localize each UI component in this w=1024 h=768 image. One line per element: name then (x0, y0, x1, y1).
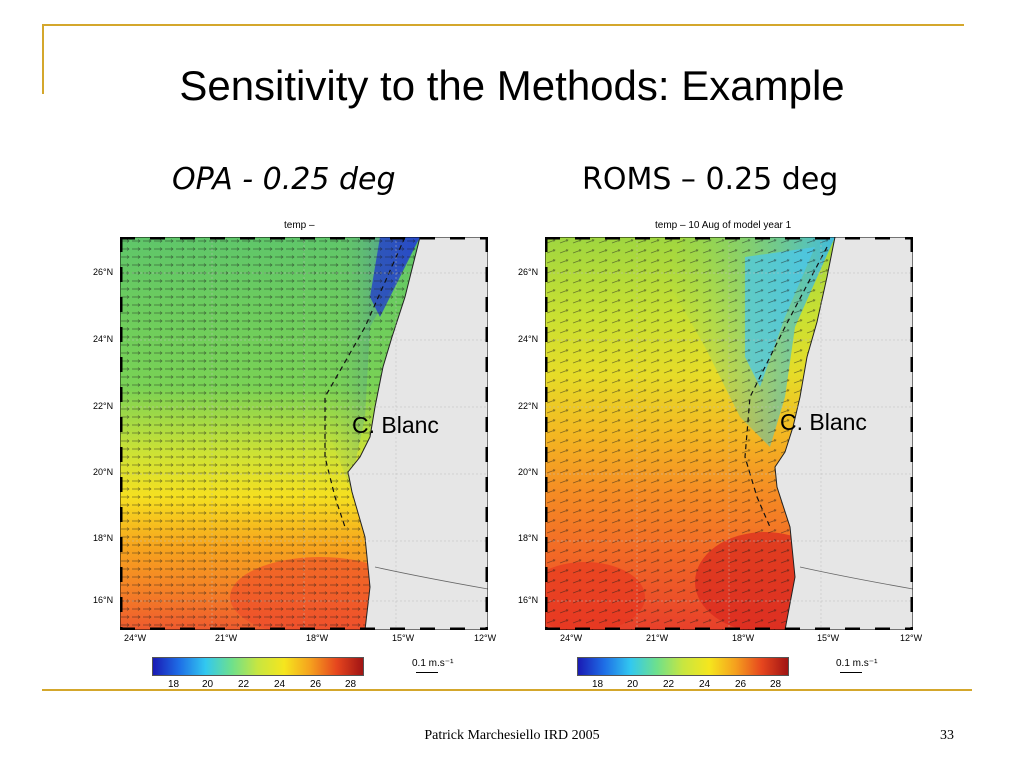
left-colorbar-tick: 26 (310, 679, 322, 690)
left-colorbar (152, 657, 364, 676)
right-colorbar (577, 657, 789, 676)
left-temperature-map (120, 237, 488, 630)
frame-bottom-line (42, 689, 972, 691)
slide-title: Sensitivity to the Methods: Example (179, 62, 845, 109)
page-number: 33 (940, 728, 954, 743)
right-colorbar-tick: 22 (663, 679, 675, 690)
left-colorbar-tick: 22 (238, 679, 250, 690)
left-lat-label: 18°N (93, 533, 114, 543)
left-lon-label: 15°W (392, 633, 415, 643)
slide-footer: Patrick Marchesiello IRD 2005 (424, 728, 600, 743)
left-vector-scale-label: 0.1 m.s⁻¹ (412, 658, 454, 669)
right-colorbar-tick: 20 (627, 679, 639, 690)
left-lat-label: 26°N (93, 267, 114, 277)
right-temperature-map (545, 237, 913, 630)
right-vector-scale-arrow (840, 672, 862, 673)
right-cape-label: C. Blanc (780, 409, 867, 435)
right-lat-label: 22°N (518, 401, 539, 411)
right-lat-label: 20°N (518, 467, 539, 477)
left-lat-label: 24°N (93, 334, 114, 344)
left-cape-label: C. Blanc (352, 412, 439, 438)
right-lon-label: 12°W (900, 633, 923, 643)
right-lat-label: 18°N (518, 533, 539, 543)
left-map-title: temp – (284, 220, 315, 231)
left-lon-label: 24°W (124, 633, 147, 643)
right-colorbar-tick: 28 (770, 679, 782, 690)
frame-left-line (42, 24, 44, 94)
right-colorbar-tick: 18 (592, 679, 604, 690)
right-vector-scale-label: 0.1 m.s⁻¹ (836, 658, 878, 669)
right-colorbar-tick: 26 (735, 679, 747, 690)
left-colorbar-tick: 20 (202, 679, 214, 690)
right-colorbar-tick: 24 (699, 679, 711, 690)
left-panel-header: OPA - 0.25 deg (172, 162, 396, 197)
left-lat-label: 16°N (93, 595, 114, 605)
right-lon-label: 21°W (646, 633, 669, 643)
left-colorbar-tick: 24 (274, 679, 286, 690)
right-map-title: temp – 10 Aug of model year 1 (655, 220, 792, 231)
left-vector-scale-arrow (416, 672, 438, 673)
left-lat-label: 22°N (93, 401, 114, 411)
right-lat-label: 16°N (518, 595, 539, 605)
left-lon-label: 21°W (215, 633, 238, 643)
right-lon-label: 24°W (560, 633, 583, 643)
left-lon-label: 12°W (474, 633, 497, 643)
left-colorbar-tick: 18 (168, 679, 180, 690)
frame-top-line (42, 24, 964, 26)
right-lat-label: 26°N (518, 267, 539, 277)
right-lon-label: 15°W (817, 633, 840, 643)
right-lon-label: 18°W (732, 633, 755, 643)
right-lat-label: 24°N (518, 334, 539, 344)
left-lon-label: 18°W (306, 633, 329, 643)
left-lat-label: 20°N (93, 467, 114, 477)
right-panel-header: ROMS – 0.25 deg (582, 162, 839, 197)
left-colorbar-tick: 28 (345, 679, 357, 690)
